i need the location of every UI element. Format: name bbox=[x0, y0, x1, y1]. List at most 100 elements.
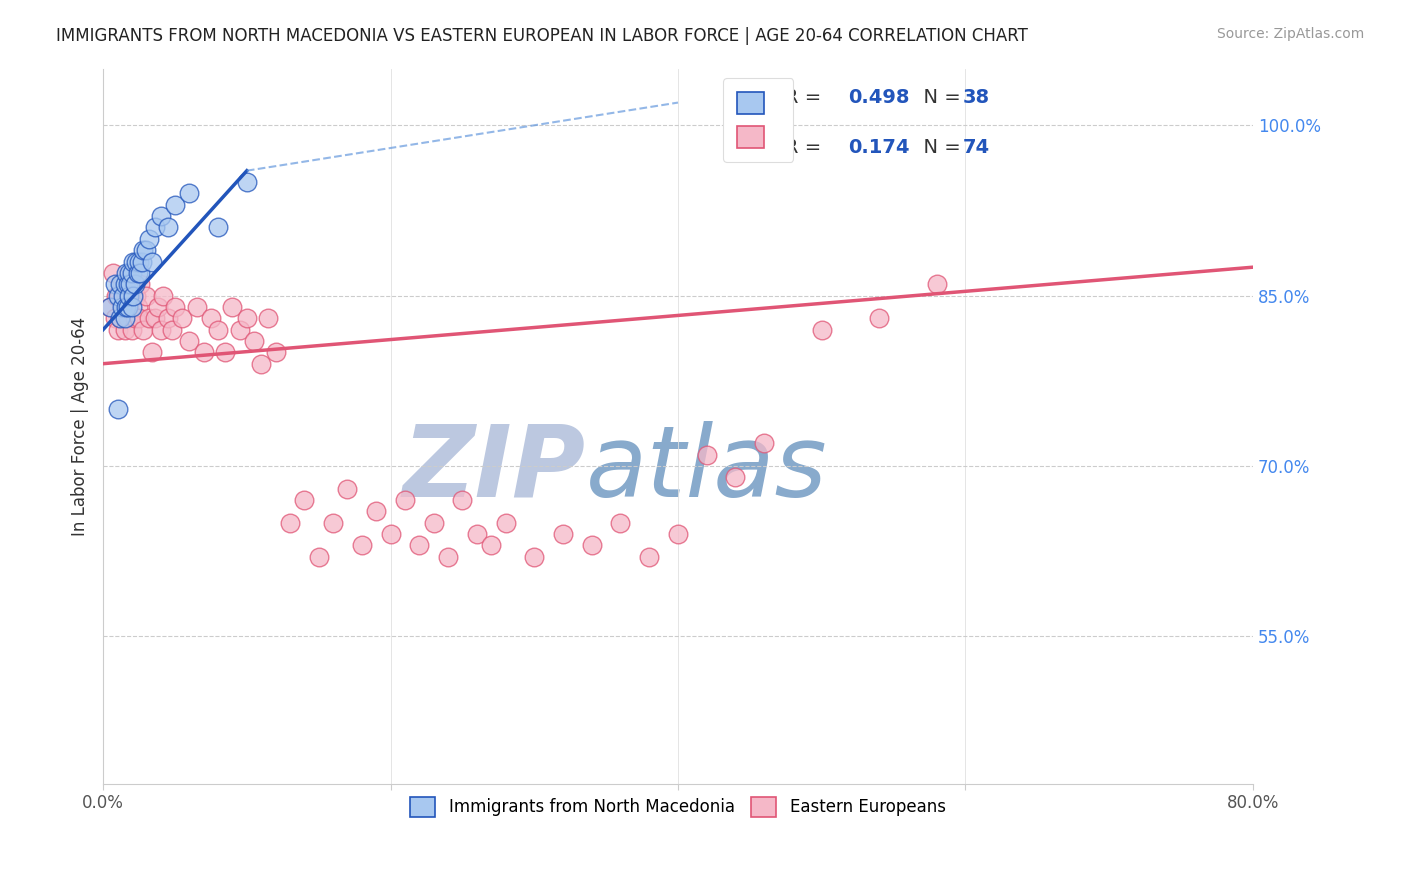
Point bbox=[127, 266, 149, 280]
Point bbox=[121, 300, 143, 314]
Point bbox=[350, 538, 373, 552]
Point bbox=[638, 549, 661, 564]
Point bbox=[143, 311, 166, 326]
Point bbox=[754, 436, 776, 450]
Point bbox=[422, 516, 444, 530]
Point bbox=[118, 288, 141, 302]
Point bbox=[117, 311, 139, 326]
Point bbox=[117, 300, 139, 314]
Point bbox=[110, 311, 132, 326]
Point bbox=[236, 311, 259, 326]
Point bbox=[156, 311, 179, 326]
Point bbox=[112, 300, 135, 314]
Point bbox=[214, 345, 236, 359]
Legend: Immigrants from North Macedonia, Eastern Europeans: Immigrants from North Macedonia, Eastern… bbox=[402, 789, 955, 825]
Text: ZIP: ZIP bbox=[404, 420, 586, 517]
Point bbox=[163, 198, 186, 212]
Point bbox=[118, 266, 141, 280]
Point bbox=[124, 311, 146, 326]
Point bbox=[129, 266, 152, 280]
Point bbox=[495, 516, 517, 530]
Text: IMMIGRANTS FROM NORTH MACEDONIA VS EASTERN EUROPEAN IN LABOR FORCE | AGE 20-64 C: IMMIGRANTS FROM NORTH MACEDONIA VS EASTE… bbox=[56, 27, 1028, 45]
Point bbox=[278, 516, 301, 530]
Point bbox=[114, 277, 136, 292]
Point bbox=[122, 254, 145, 268]
Point bbox=[128, 311, 150, 326]
Point bbox=[111, 300, 134, 314]
Text: 0.174: 0.174 bbox=[848, 137, 910, 157]
Text: 74: 74 bbox=[963, 137, 990, 157]
Point bbox=[117, 277, 139, 292]
Point bbox=[149, 323, 172, 337]
Point bbox=[408, 538, 430, 552]
Point bbox=[121, 323, 143, 337]
Point bbox=[250, 357, 273, 371]
Point bbox=[135, 288, 157, 302]
Point bbox=[114, 311, 136, 326]
Point bbox=[308, 549, 330, 564]
Point bbox=[122, 288, 145, 302]
Point bbox=[105, 288, 128, 302]
Point bbox=[523, 549, 546, 564]
Point bbox=[138, 232, 160, 246]
Point bbox=[141, 345, 163, 359]
Point bbox=[107, 402, 129, 417]
Point bbox=[104, 277, 127, 292]
Point bbox=[152, 288, 174, 302]
Text: Source: ZipAtlas.com: Source: ZipAtlas.com bbox=[1216, 27, 1364, 41]
Point bbox=[132, 243, 155, 257]
Point bbox=[107, 323, 129, 337]
Text: R =: R = bbox=[785, 137, 827, 157]
Point bbox=[609, 516, 631, 530]
Point bbox=[193, 345, 215, 359]
Point bbox=[107, 288, 129, 302]
Point bbox=[98, 300, 121, 314]
Point bbox=[451, 492, 474, 507]
Point bbox=[179, 334, 201, 348]
Point bbox=[200, 311, 222, 326]
Point bbox=[115, 300, 138, 314]
Point bbox=[120, 277, 142, 292]
Text: N =: N = bbox=[911, 87, 967, 107]
Point bbox=[868, 311, 890, 326]
Point bbox=[125, 254, 148, 268]
Point bbox=[128, 254, 150, 268]
Point bbox=[163, 300, 186, 314]
Point bbox=[103, 266, 125, 280]
Point bbox=[135, 243, 157, 257]
Text: R =: R = bbox=[785, 87, 827, 107]
Point bbox=[138, 311, 160, 326]
Point bbox=[479, 538, 502, 552]
Point bbox=[146, 300, 169, 314]
Text: N =: N = bbox=[911, 137, 967, 157]
Point bbox=[581, 538, 603, 552]
Text: atlas: atlas bbox=[586, 420, 828, 517]
Point bbox=[243, 334, 266, 348]
Point bbox=[118, 300, 141, 314]
Point bbox=[127, 300, 149, 314]
Point bbox=[131, 254, 153, 268]
Point bbox=[380, 527, 402, 541]
Point bbox=[104, 311, 127, 326]
Point bbox=[179, 186, 201, 201]
Point bbox=[120, 277, 142, 292]
Point bbox=[124, 277, 146, 292]
Point bbox=[156, 220, 179, 235]
Point bbox=[160, 323, 183, 337]
Point bbox=[108, 288, 131, 302]
Point bbox=[551, 527, 574, 541]
Point bbox=[228, 323, 250, 337]
Point bbox=[236, 175, 259, 189]
Point bbox=[110, 277, 132, 292]
Point bbox=[111, 277, 134, 292]
Point bbox=[221, 300, 243, 314]
Point bbox=[110, 311, 132, 326]
Point bbox=[394, 492, 416, 507]
Point bbox=[149, 209, 172, 223]
Point bbox=[257, 311, 280, 326]
Point bbox=[115, 266, 138, 280]
Point bbox=[465, 527, 488, 541]
Y-axis label: In Labor Force | Age 20-64: In Labor Force | Age 20-64 bbox=[72, 317, 89, 536]
Point bbox=[115, 288, 138, 302]
Point bbox=[129, 277, 152, 292]
